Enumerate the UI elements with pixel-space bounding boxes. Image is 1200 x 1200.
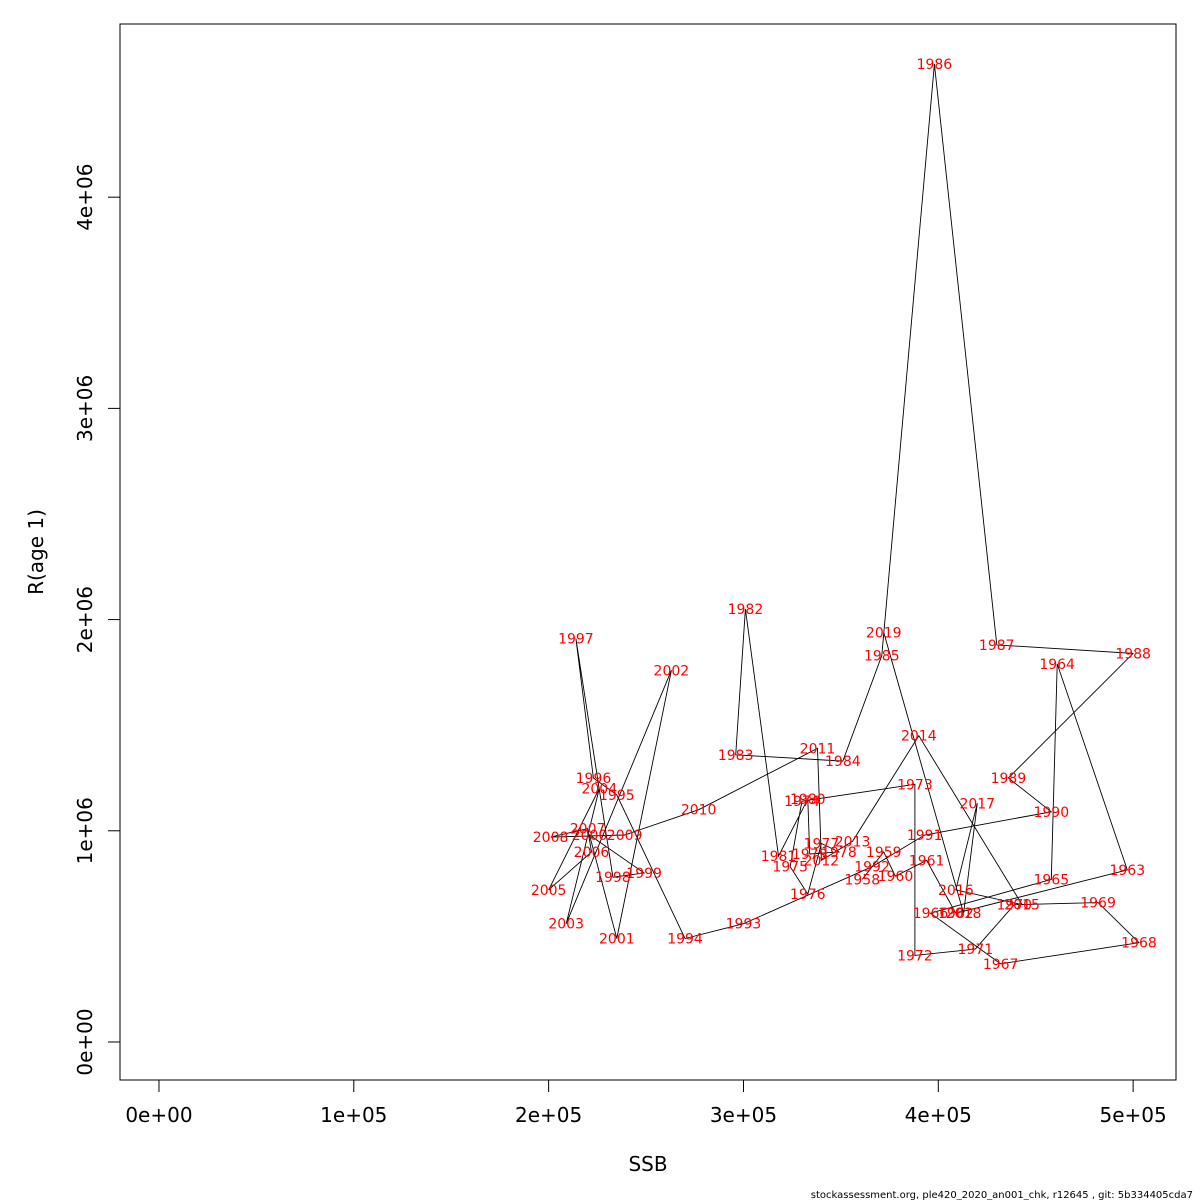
point-label-1962: 1962 — [938, 906, 974, 922]
y-axis-title: R(age 1) — [24, 509, 48, 595]
point-label-1976: 1976 — [790, 887, 826, 903]
point-label-2015: 2015 — [1004, 898, 1040, 914]
point-label-1982: 1982 — [728, 602, 764, 618]
x-axis-title: SSB — [628, 1152, 667, 1176]
point-label-1987: 1987 — [979, 638, 1015, 654]
series-line — [548, 64, 1140, 965]
point-label-1986: 1986 — [917, 57, 953, 73]
point-label-2014: 2014 — [901, 729, 937, 745]
plot-box — [119, 23, 1177, 1081]
point-label-2017: 2017 — [959, 796, 995, 812]
point-label-1999: 1999 — [626, 866, 662, 882]
x-tick-label: 0e+00 — [125, 1103, 192, 1127]
y-tick-label: 4e+06 — [73, 164, 97, 231]
point-label-1985: 1985 — [864, 648, 900, 664]
x-axis: 0e+00 1e+05 2e+05 3e+05 4e+05 5e+05 — [125, 1079, 1167, 1127]
point-label-2001: 2001 — [599, 931, 635, 947]
point-label-2005: 2005 — [531, 883, 567, 899]
point-label-1958: 1958 — [844, 872, 880, 888]
point-label-2008: 2008 — [533, 830, 569, 846]
point-label-1960: 1960 — [878, 869, 914, 885]
y-tick-label: 2e+06 — [73, 586, 97, 653]
y-tick-label: 1e+06 — [73, 797, 97, 864]
point-label-1997: 1997 — [558, 632, 594, 648]
point-label-1988: 1988 — [1115, 646, 1151, 662]
point-label-1998: 1998 — [595, 870, 631, 886]
y-axis: 0e+00 1e+06 2e+06 3e+06 4e+06 — [73, 164, 121, 1076]
point-label-2011: 2011 — [800, 741, 836, 757]
point-label-2013: 2013 — [835, 834, 871, 850]
point-label-2012: 2012 — [804, 853, 840, 869]
point-label-1967: 1967 — [983, 957, 1019, 973]
point-label-1977: 1977 — [804, 836, 840, 852]
point-label-1983: 1983 — [718, 748, 754, 764]
point-label-1993: 1993 — [726, 917, 762, 933]
point-label-1974: 1974 — [784, 794, 820, 810]
point-label-2016: 2016 — [938, 883, 974, 899]
y-tick-label: 0e+00 — [73, 1008, 97, 1075]
point-label-2003: 2003 — [548, 917, 584, 933]
point-label-2007: 2007 — [570, 822, 606, 838]
point-label-1973: 1973 — [897, 777, 933, 793]
point-label-1984: 1984 — [825, 754, 861, 770]
x-tick-label: 5e+05 — [1100, 1103, 1167, 1127]
point-label-1981: 1981 — [761, 849, 797, 865]
point-label-1970: 1970 — [996, 898, 1032, 914]
point-label-2018: 2018 — [946, 906, 982, 922]
point-label-2010: 2010 — [681, 803, 717, 819]
point-label-1963: 1963 — [1109, 863, 1145, 879]
point-label-1972: 1972 — [897, 948, 933, 964]
point-label-1989: 1989 — [991, 771, 1027, 787]
point-label-1992: 1992 — [854, 860, 890, 876]
point-label-1961: 1961 — [909, 853, 945, 869]
point-label-2009: 2009 — [607, 828, 643, 844]
x-tick-label: 3e+05 — [710, 1103, 777, 1127]
point-label-1996: 1996 — [576, 771, 612, 787]
point-label-1968: 1968 — [1121, 936, 1157, 952]
point-label-1971: 1971 — [958, 942, 994, 958]
point-label-1966: 1966 — [913, 906, 949, 922]
point-label-1965: 1965 — [1033, 872, 1069, 888]
point-label-1990: 1990 — [1033, 805, 1069, 821]
footer-note: stockassessment.org, ple420_2020_an001_c… — [811, 1190, 1193, 1200]
point-label-2002: 2002 — [654, 663, 690, 679]
point-label-2000: 2000 — [572, 828, 608, 844]
y-tick-label: 3e+06 — [73, 375, 97, 442]
point-label-1975: 1975 — [772, 860, 808, 876]
point-label-1980: 1980 — [790, 792, 826, 808]
point-label-1994: 1994 — [667, 931, 703, 947]
x-tick-label: 4e+05 — [905, 1103, 972, 1127]
point-label-1978: 1978 — [821, 845, 857, 861]
x-tick-label: 2e+05 — [515, 1103, 582, 1127]
point-label-1964: 1964 — [1039, 657, 1075, 673]
point-label-1969: 1969 — [1080, 896, 1116, 912]
point-label-1979: 1979 — [792, 847, 828, 863]
point-label-1959: 1959 — [866, 845, 902, 861]
x-tick-label: 1e+05 — [320, 1103, 387, 1127]
point-label-1991: 1991 — [907, 828, 943, 844]
recruitment-path — [548, 64, 1140, 965]
point-label-1995: 1995 — [599, 788, 635, 804]
point-label-2006: 2006 — [574, 845, 610, 861]
point-label-2019: 2019 — [866, 625, 902, 641]
point-label-2004: 2004 — [581, 782, 617, 798]
